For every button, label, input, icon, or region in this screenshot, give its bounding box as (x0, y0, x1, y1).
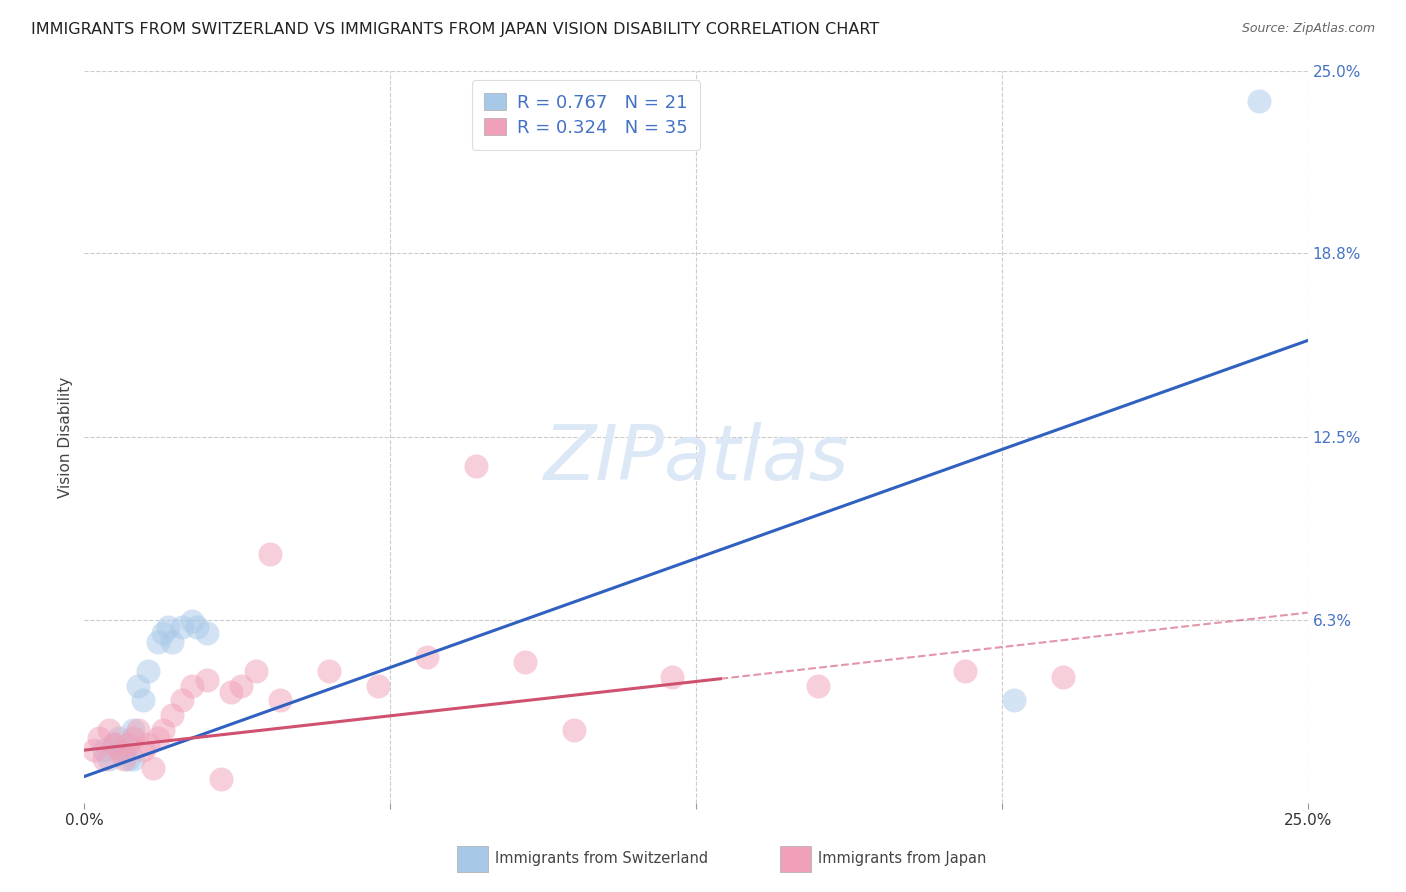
Point (136, 664, 159, 678)
Point (259, 547, 281, 561)
Point (87, 731, 110, 746)
Point (1247, 94, 1270, 108)
Point (97, 752, 120, 766)
Text: ZIPatlas: ZIPatlas (543, 422, 849, 496)
Point (162, 635, 184, 649)
Point (464, 459, 486, 474)
Point (172, 620, 194, 634)
Point (162, 708, 184, 723)
Point (229, 679, 252, 693)
Point (195, 673, 218, 687)
Point (103, 737, 125, 751)
Point (152, 626, 174, 640)
Point (181, 679, 204, 693)
Point (103, 737, 125, 751)
Point (209, 772, 232, 787)
Point (562, 723, 585, 737)
Point (132, 693, 155, 707)
Point (172, 693, 194, 707)
Point (1052, 670, 1074, 684)
Text: Immigrants from Japan: Immigrants from Japan (818, 852, 987, 866)
Point (661, 670, 683, 684)
Point (107, 743, 129, 757)
Point (97, 723, 120, 737)
Point (93, 743, 115, 757)
Point (513, 656, 536, 670)
Point (127, 723, 149, 737)
Text: Immigrants from Switzerland: Immigrants from Switzerland (495, 852, 709, 866)
Point (1002, 693, 1025, 707)
Y-axis label: Vision Disability: Vision Disability (58, 376, 73, 498)
Point (318, 664, 340, 678)
Point (195, 626, 218, 640)
Point (186, 620, 208, 634)
Point (367, 679, 389, 693)
Point (245, 664, 267, 678)
Point (122, 731, 145, 746)
Point (93, 752, 115, 766)
Legend: R = 0.767   N = 21, R = 0.324   N = 35: R = 0.767 N = 21, R = 0.324 N = 35 (471, 80, 700, 150)
Point (416, 649, 439, 664)
Point (136, 737, 159, 751)
Point (107, 731, 129, 746)
Point (269, 693, 291, 707)
Point (146, 635, 169, 649)
Point (132, 743, 155, 757)
Point (181, 615, 204, 629)
Point (117, 752, 139, 766)
Text: IMMIGRANTS FROM SWITZERLAND VS IMMIGRANTS FROM JAPAN VISION DISABILITY CORRELATI: IMMIGRANTS FROM SWITZERLAND VS IMMIGRANT… (31, 22, 879, 37)
Point (142, 761, 165, 775)
Point (953, 664, 976, 678)
Point (117, 737, 139, 751)
Point (127, 679, 149, 693)
Point (122, 752, 145, 766)
Point (112, 752, 135, 766)
Point (112, 743, 135, 757)
Point (156, 620, 179, 634)
Point (152, 723, 174, 737)
Point (219, 684, 242, 698)
Point (122, 723, 145, 737)
Point (83, 743, 105, 757)
Point (807, 679, 830, 693)
Text: Source: ZipAtlas.com: Source: ZipAtlas.com (1241, 22, 1375, 36)
Point (146, 731, 169, 746)
